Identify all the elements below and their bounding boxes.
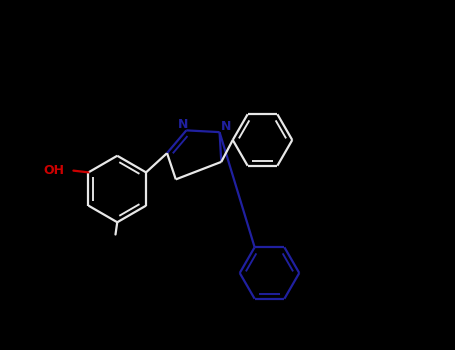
Text: N: N bbox=[221, 120, 231, 133]
Text: N: N bbox=[178, 118, 189, 131]
Text: OH: OH bbox=[43, 164, 64, 177]
